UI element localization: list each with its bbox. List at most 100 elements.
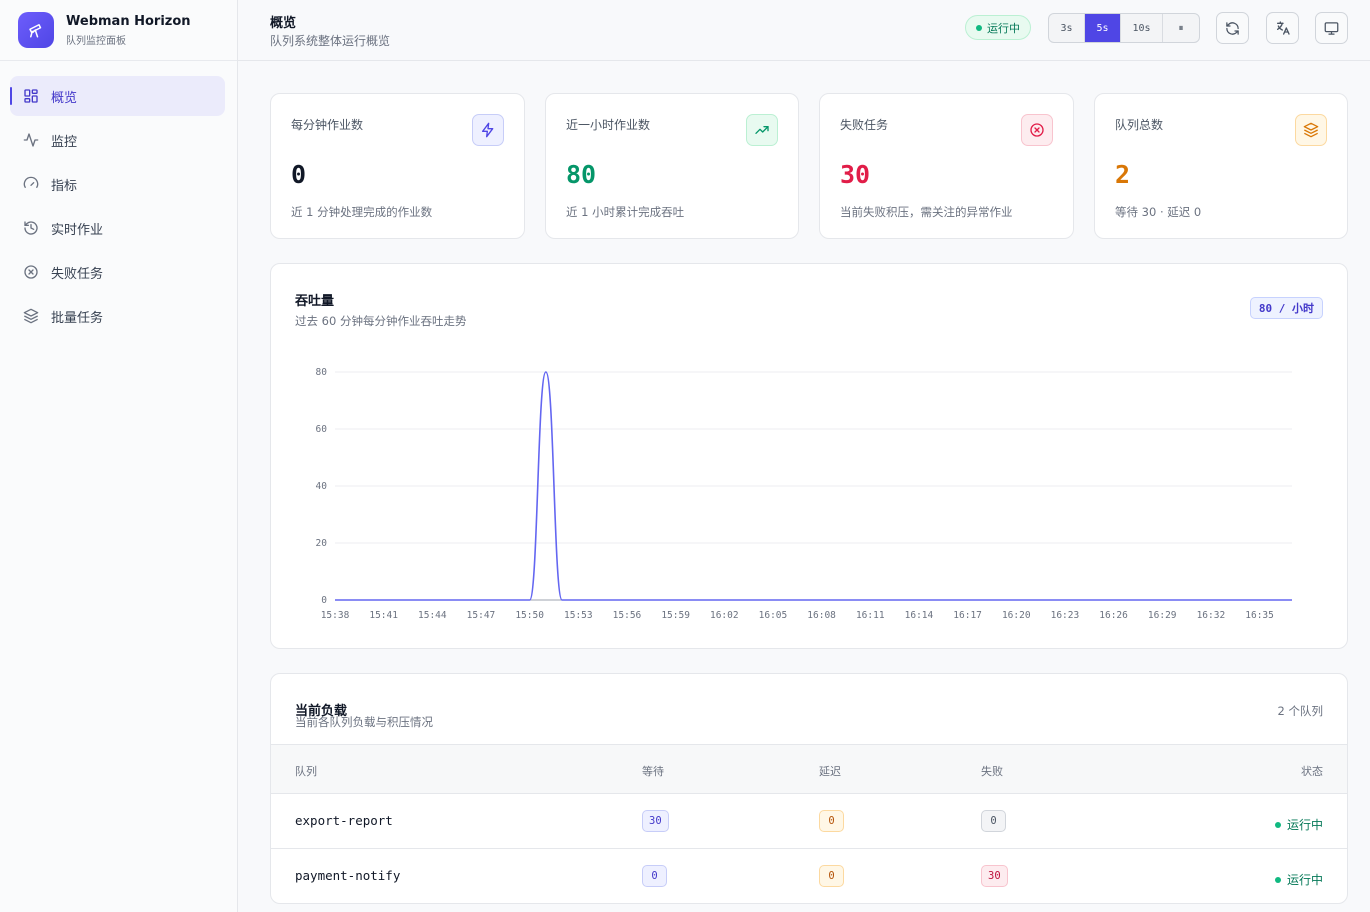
series-line bbox=[335, 371, 1292, 601]
delayed-count: 0 bbox=[819, 810, 844, 832]
throughput-card: 吞吐量 过去 60 分钟每分钟作业吞吐走势 80 / 小时 0 20 40 60 80 1… bbox=[270, 263, 1348, 649]
x-tick-label: 16:17 bbox=[953, 610, 982, 621]
sidebar-item-label: 批量任务 bbox=[51, 310, 104, 326]
sidebar-item-overview[interactable]: 概览 bbox=[10, 76, 225, 116]
layers-icon bbox=[1295, 114, 1327, 146]
refresh-button[interactable] bbox=[1216, 12, 1249, 44]
column-header-delayed[interactable]: 延迟 bbox=[819, 765, 841, 778]
x-tick-label: 16:08 bbox=[807, 610, 836, 621]
language-button[interactable] bbox=[1266, 12, 1299, 44]
page-title: 概览 bbox=[270, 16, 297, 31]
status-dot bbox=[976, 24, 982, 31]
x-tick-label: 16:35 bbox=[1245, 610, 1274, 621]
stat-description: 近 1 分钟处理完成的作业数 bbox=[291, 205, 433, 219]
top-header: 概览 队列系统整体运行概览 运行中 3s 5s 10s ⏸ bbox=[238, 0, 1370, 61]
queue-status: 运行中 bbox=[1274, 816, 1323, 833]
stat-card-failed-jobs: 失败任务 30 当前失败积压，需关注的异常作业 bbox=[819, 93, 1074, 239]
queue-name[interactable]: payment-notify bbox=[295, 868, 401, 883]
x-tick-label: 15:53 bbox=[564, 610, 593, 621]
sidebar-item-label: 实时作业 bbox=[51, 222, 104, 238]
translate-icon bbox=[1276, 21, 1290, 35]
x-tick-label: 16:02 bbox=[710, 610, 739, 621]
y-tick-label: 20 bbox=[316, 538, 328, 549]
x-tick-label: 15:47 bbox=[467, 610, 496, 621]
waiting-count: 0 bbox=[642, 865, 667, 887]
bolt-icon bbox=[472, 114, 504, 146]
y-tick-label: 60 bbox=[316, 424, 328, 435]
sidebar-item-label: 指标 bbox=[51, 178, 78, 194]
queue-status: 运行中 bbox=[1274, 871, 1323, 888]
x-tick-label: 15:50 bbox=[515, 610, 544, 621]
throughput-title: 吞吐量 bbox=[295, 294, 335, 309]
queue-name[interactable]: export-report bbox=[295, 813, 393, 828]
x-tick-label: 16:29 bbox=[1148, 610, 1177, 621]
interval-10s-button[interactable]: 10s bbox=[1121, 14, 1163, 42]
x-tick-label: 16:32 bbox=[1197, 610, 1226, 621]
gauge-icon bbox=[22, 175, 40, 193]
stat-label: 失败任务 bbox=[840, 118, 889, 132]
stat-value: 30 bbox=[840, 160, 871, 189]
layers-icon bbox=[22, 307, 40, 325]
stat-value: 0 bbox=[291, 160, 307, 189]
status-text: 运行中 bbox=[987, 21, 1020, 35]
telescope-icon bbox=[18, 12, 54, 48]
y-tick-label: 0 bbox=[321, 595, 327, 606]
x-tick-label: 16:11 bbox=[856, 610, 885, 621]
waiting-count: 30 bbox=[642, 810, 669, 832]
x-circle-icon bbox=[1021, 114, 1053, 146]
x-tick-label: 15:44 bbox=[418, 610, 447, 621]
load-subtitle: 当前各队列负载与积压情况 bbox=[295, 715, 433, 729]
brand-title: Webman Horizon bbox=[66, 13, 191, 29]
status-dot bbox=[1274, 821, 1281, 828]
failed-count: 0 bbox=[981, 810, 1006, 832]
delayed-count: 0 bbox=[819, 865, 844, 887]
stat-value: 80 bbox=[566, 160, 597, 189]
brand[interactable]: Webman Horizon 队列监控面板 bbox=[0, 0, 237, 61]
sidebar-item-failed-jobs[interactable]: 失败任务 bbox=[10, 252, 225, 292]
sidebar-item-monitor[interactable]: 监控 bbox=[10, 120, 225, 160]
monitor-icon bbox=[1324, 21, 1339, 35]
brand-subtitle: 队列监控面板 bbox=[66, 35, 126, 47]
refresh-icon bbox=[1226, 21, 1239, 35]
throughput-chart: 0 20 40 60 80 15:38 15:41 15:44 15:47 15:50 15:53 1… bbox=[316, 367, 1292, 621]
x-tick-label: 16:05 bbox=[759, 610, 788, 621]
grid-icon bbox=[22, 87, 40, 105]
stat-label: 队列总数 bbox=[1115, 118, 1164, 132]
queue-status-text: 运行中 bbox=[1286, 873, 1323, 887]
column-header-queue[interactable]: 队列 bbox=[295, 765, 317, 778]
stat-description: 近 1 小时累计完成吞吐 bbox=[566, 205, 685, 219]
sidebar-item-batches[interactable]: 批量任务 bbox=[10, 296, 225, 336]
column-header-waiting[interactable]: 等待 bbox=[642, 765, 664, 778]
sidebar-item-label: 监控 bbox=[51, 134, 78, 150]
history-icon bbox=[22, 219, 40, 237]
throughput-subtitle: 过去 60 分钟每分钟作业吞吐走势 bbox=[295, 314, 467, 328]
interval-3s-button[interactable]: 3s bbox=[1049, 14, 1085, 42]
queue-status-text: 运行中 bbox=[1286, 818, 1323, 832]
display-mode-button[interactable] bbox=[1315, 12, 1348, 44]
throughput-rate-badge: 80 / 小时 bbox=[1249, 297, 1323, 319]
stat-value: 2 bbox=[1115, 160, 1131, 189]
refresh-interval-selector: 3s 5s 10s ⏸ bbox=[1048, 13, 1200, 43]
sidebar: Webman Horizon 队列监控面板 概览 监控 指标 实 bbox=[0, 0, 238, 912]
table-row[interactable]: export-report 30 0 0 运行中 bbox=[271, 794, 1347, 849]
stat-label: 近一小时作业数 bbox=[566, 118, 651, 132]
status-badge: 运行中 bbox=[965, 15, 1031, 40]
table-header: 队列 等待 延迟 失败 状态 bbox=[271, 744, 1347, 794]
x-tick-label: 15:38 bbox=[321, 610, 350, 621]
column-header-failed[interactable]: 失败 bbox=[981, 765, 1003, 778]
x-tick-label: 15:41 bbox=[369, 610, 398, 621]
column-header-status[interactable]: 状态 bbox=[1301, 765, 1323, 778]
table-row[interactable]: payment-notify 0 0 30 运行中 bbox=[271, 849, 1347, 903]
pause-button[interactable]: ⏸ bbox=[1178, 22, 1184, 34]
stat-description: 等待 30 · 延迟 0 bbox=[1115, 205, 1202, 219]
sidebar-item-realtime-jobs[interactable]: 实时作业 bbox=[10, 208, 225, 248]
interval-5s-button[interactable]: 5s bbox=[1085, 14, 1121, 42]
queue-count: 2 个队列 bbox=[1277, 704, 1323, 718]
sidebar-item-label: 概览 bbox=[51, 90, 78, 106]
y-tick-label: 80 bbox=[316, 367, 328, 378]
load-title: 当前负载 bbox=[295, 704, 348, 719]
load-card: 当前负载 当前各队列负载与积压情况 2 个队列 队列 等待 延迟 失败 状态 e… bbox=[270, 673, 1348, 904]
stat-card-jobs-per-minute: 每分钟作业数 0 近 1 分钟处理完成的作业数 bbox=[270, 93, 525, 239]
sidebar-item-metrics[interactable]: 指标 bbox=[10, 164, 225, 204]
sidebar-nav: 概览 监控 指标 实时作业 失败任务 bbox=[0, 61, 237, 336]
